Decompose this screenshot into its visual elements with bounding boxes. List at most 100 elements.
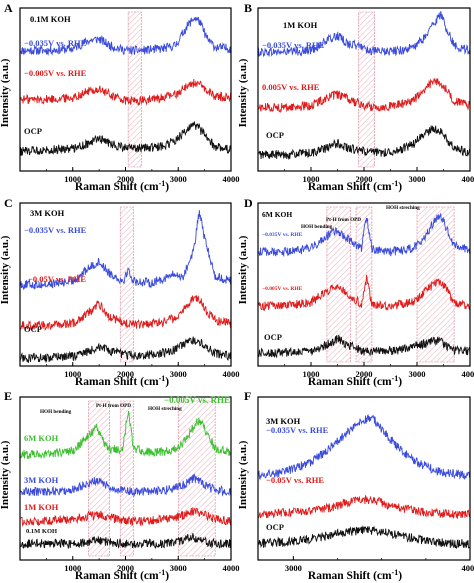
series-line	[19, 121, 232, 156]
series-label: −0.05V vs. RHE	[28, 274, 86, 284]
x-tick-label: 1000	[303, 369, 320, 379]
shaded-region	[119, 206, 134, 363]
panel-letter-d: D	[244, 196, 253, 210]
series-label: −0.035V vs. RHE	[262, 40, 325, 50]
x-tick-label: 3000	[409, 174, 426, 184]
x-tick-label: 1000	[64, 563, 81, 573]
y-axis-label-row2: Intensity (a.u.)	[0, 235, 11, 304]
x-tick-label: 4000	[223, 563, 240, 573]
panel-letter-c: C	[4, 196, 13, 210]
series-line	[19, 79, 232, 106]
series-label: −0.05V vs. RHE	[266, 475, 324, 485]
x-tick-label: 3000	[409, 369, 426, 379]
annotation-text: −0.005V vs. RHE	[164, 395, 230, 405]
x-tick-label: 2000	[356, 174, 373, 184]
shaded-region	[119, 400, 134, 557]
y-axis-label-row1b: Intensity (a.u.)	[237, 58, 249, 127]
x-axis-label-a: Raman Shift (cm-1)	[75, 179, 169, 193]
panel-letter-f: F	[244, 389, 251, 403]
x-tick-label: 2000	[117, 174, 134, 184]
series-label: OCP	[24, 126, 42, 136]
x-axis-label-c: Raman Shift (cm-1)	[75, 374, 169, 388]
y-axis-label-row3: Intensity (a.u.)	[0, 440, 11, 509]
series-line	[257, 125, 471, 161]
plot-frame	[257, 396, 471, 561]
annotation-text: 6M KOH	[262, 210, 292, 219]
x-axis-label-d: Raman Shift (cm-1)	[308, 374, 402, 388]
y-axis-label-row2b: Intensity (a.u.)	[237, 235, 249, 304]
annotation-text: Pt-H from OPD	[326, 217, 361, 223]
series-label: OCP	[264, 332, 282, 342]
x-tick-label: 2000	[117, 369, 134, 379]
panel-letter-a: A	[4, 1, 13, 15]
annotation-text: HOH streching	[148, 406, 182, 412]
y-axis-label-row3b: Intensity (a.u.)	[237, 440, 249, 509]
x-tick-label: 3000	[170, 563, 187, 573]
x-tick-label: 4000	[462, 369, 474, 379]
x-axis-label-b: Raman Shift (cm-1)	[308, 179, 402, 193]
panel-c: C 1000 2000 3000 4000 −0.035V vs. RHE −0.05V …	[4, 196, 240, 379]
series-label: OCP	[266, 130, 284, 140]
series-label: 6M KOH	[24, 433, 59, 443]
annotation-text: Pt-H from OPD	[96, 403, 131, 409]
x-tick-label: 4000	[462, 174, 474, 184]
series-label: 1M KOH	[24, 502, 59, 512]
x-tick-label: 2000	[117, 563, 134, 573]
series-line	[19, 210, 232, 291]
x-tick-label: 4000	[223, 174, 240, 184]
x-tick-label: 4000	[223, 369, 240, 379]
panel-letter-b: B	[244, 1, 252, 15]
series-label: −0.035V vs. RHE	[24, 225, 87, 235]
series-line	[257, 524, 471, 550]
series-line	[19, 507, 232, 527]
series-line	[257, 274, 471, 312]
panel-f: F 3000 4000 −0.035V vs. RHE −0.05V vs. RHE O…	[244, 389, 474, 573]
panel-e: E 1000 2000 3000 4000 6M KOH 3M KOH 1M KOH 0.1M…	[4, 389, 240, 573]
panel-a: A 1000 2000 3000 4000 −0.035V vs. RHE −0.005V…	[4, 1, 240, 184]
x-tick-label: 2000	[356, 369, 373, 379]
annotation-text: 3M KOH	[266, 416, 301, 426]
x-tick-label: 3000	[170, 369, 187, 379]
annotation-text: HOH streching	[386, 205, 420, 211]
x-tick-label: 1000	[64, 174, 81, 184]
annotation-text: 0.1M KOH	[30, 14, 71, 24]
series-line	[257, 334, 471, 359]
series-label: 3M KOH	[24, 475, 59, 485]
series-line	[257, 212, 471, 258]
panel-d: D 1000 2000 3000 4000 −0.035V vs. RHE −0.005V…	[244, 196, 474, 379]
series-line	[19, 336, 232, 364]
y-axis-label-row1: Intensity (a.u.)	[0, 58, 11, 127]
x-tick-label: 1000	[303, 174, 320, 184]
series-line	[257, 414, 471, 481]
series-label: OCP	[266, 522, 284, 532]
annotation-text: HOH bending	[301, 224, 333, 230]
panel-b: B 1000 2000 3000 4000 −0.035V vs. RHE 0.005V …	[244, 1, 474, 184]
x-tick-label: 3000	[285, 563, 302, 573]
series-label: −0.035V vs. RHE	[262, 232, 303, 238]
series-label: OCP	[24, 324, 42, 334]
shaded-region	[127, 11, 142, 168]
series-line	[19, 16, 232, 56]
x-tick-label: 1000	[64, 369, 81, 379]
x-tick-label: 4000	[462, 563, 474, 573]
series-line	[19, 533, 232, 550]
x-axis-label-e: Raman Shift (cm-1)	[75, 568, 169, 582]
panel-letter-e: E	[4, 389, 12, 403]
series-label: 0.1M KOH	[26, 528, 57, 535]
shaded-region	[358, 11, 375, 168]
annotation-text: 3M KOH	[30, 208, 65, 218]
series-line	[257, 78, 471, 114]
x-axis-label-f: Raman Shift (cm-1)	[308, 568, 402, 582]
series-line	[257, 494, 471, 519]
series-label: −0.035V vs. RHE	[24, 38, 87, 48]
series-line	[19, 294, 232, 332]
series-label: −0.035V vs. RHE	[266, 425, 329, 435]
series-line	[19, 473, 232, 498]
series-line	[257, 11, 471, 58]
series-label: 0.005V vs. RHE	[262, 82, 320, 92]
annotation-text: HOH bending	[40, 409, 72, 415]
series-label: −0.005V vs. RHE	[24, 68, 87, 78]
shaded-region	[326, 206, 352, 363]
series-label: −0.005V vs. RHE	[262, 286, 303, 292]
x-tick-label: 3000	[170, 174, 187, 184]
